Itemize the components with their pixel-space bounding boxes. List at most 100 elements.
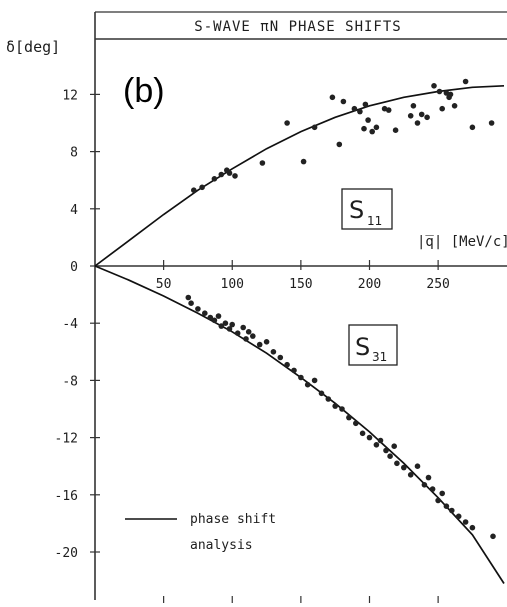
s31-point — [188, 300, 194, 307]
s31-point — [250, 333, 256, 339]
s31-point — [229, 321, 235, 328]
s31-point — [435, 497, 441, 504]
s31-point — [215, 313, 222, 319]
s31-point — [394, 460, 400, 467]
s11-point — [191, 187, 197, 193]
s11-subscript: 11 — [367, 214, 382, 228]
s11-point — [369, 128, 376, 135]
s11-point — [365, 117, 371, 123]
s31-point — [270, 349, 277, 355]
axis-ticks: 12 8 4 0 -4 -8 -12 -16 -20 50 100 150 200 250 — [55, 88, 450, 603]
s31-point — [318, 390, 325, 397]
s31-box — [348, 324, 398, 366]
s31-point — [207, 314, 214, 321]
y-tick-label: -20 — [55, 546, 78, 561]
y-tick-label: 8 — [70, 146, 78, 161]
s31-point — [284, 361, 290, 368]
s31-point — [353, 420, 359, 427]
s31-point — [407, 472, 414, 478]
s31-point — [414, 463, 421, 470]
s31-point — [243, 336, 249, 342]
s11-point — [336, 141, 343, 148]
x-tick-label: 250 — [426, 277, 449, 292]
s31-point — [346, 414, 352, 421]
s11-point — [362, 101, 369, 108]
s31-point — [195, 306, 201, 312]
s31-point — [202, 310, 208, 317]
s11-point — [410, 103, 417, 109]
s31-point — [449, 507, 455, 514]
s31-point — [185, 294, 192, 301]
s31-point — [469, 524, 476, 531]
s11-point — [451, 103, 458, 109]
x-tick-label: 150 — [289, 277, 312, 292]
s31-point — [277, 354, 284, 361]
s11-point — [462, 78, 469, 85]
s11-point — [199, 184, 205, 191]
y-tick-label: 12 — [62, 88, 78, 103]
s11-point — [431, 83, 437, 89]
s11-point — [418, 111, 425, 118]
x-tick-label: 200 — [358, 277, 381, 292]
legend-text-line2: analysis — [190, 538, 253, 553]
y-tick-label: 4 — [70, 203, 78, 218]
s11-box — [341, 188, 393, 230]
s31-point — [366, 434, 373, 441]
s11-point — [211, 176, 218, 182]
s11-point — [436, 88, 443, 95]
s31-point — [218, 323, 225, 329]
s31-letter: S — [355, 333, 370, 361]
s11-point — [439, 105, 446, 112]
analysis-curves — [94, 84, 505, 584]
s11-letter: S — [349, 196, 364, 224]
s11-point — [300, 158, 307, 165]
s11-point — [385, 107, 392, 113]
s11-point — [414, 120, 421, 126]
s31-subscript: 31 — [372, 350, 387, 364]
s31-point — [359, 430, 366, 437]
s31-point — [455, 513, 462, 520]
s31-point — [439, 490, 446, 497]
s11-point — [488, 120, 495, 126]
s11-point — [424, 114, 430, 121]
s11-point — [407, 113, 414, 119]
s11-point — [226, 170, 233, 176]
s31-point — [226, 326, 233, 332]
s31-point — [425, 474, 432, 481]
s31-annotation: S 31 — [348, 324, 398, 366]
analysis-curve-3 — [94, 265, 505, 584]
y-tick-label: -16 — [55, 489, 78, 504]
s11-point — [232, 173, 238, 179]
panel-label: (b) — [123, 72, 165, 110]
s31-point — [462, 519, 469, 525]
s31-point — [332, 403, 339, 409]
y-tick-label: -4 — [62, 317, 78, 332]
s31-point — [391, 443, 398, 450]
s31-point — [256, 341, 263, 348]
s11-point — [329, 94, 336, 101]
s11-point — [259, 160, 266, 166]
s11-point — [351, 105, 358, 112]
s11-point — [361, 125, 367, 132]
s31-point — [490, 533, 496, 540]
s31-point — [373, 442, 380, 448]
y-axis-label: δ[deg] — [6, 38, 60, 56]
s11-point — [284, 120, 290, 126]
s11-point — [218, 171, 225, 178]
x-tick-label: 100 — [221, 277, 244, 292]
legend-text-line1: phase shift — [190, 512, 276, 527]
s31-point — [383, 447, 389, 454]
legend: phase shift analysis — [125, 512, 276, 553]
s11-point — [392, 127, 399, 133]
s11-point — [447, 91, 454, 98]
x-axis-label: |q̅| [MeV/c] — [417, 234, 507, 250]
s31-point — [240, 324, 246, 331]
s31-point — [291, 367, 297, 374]
s31-point — [234, 330, 241, 337]
s31-point — [421, 482, 428, 488]
s11-point — [357, 108, 363, 115]
s11-annotation: S 11 — [341, 188, 393, 230]
s11-point — [373, 124, 380, 131]
